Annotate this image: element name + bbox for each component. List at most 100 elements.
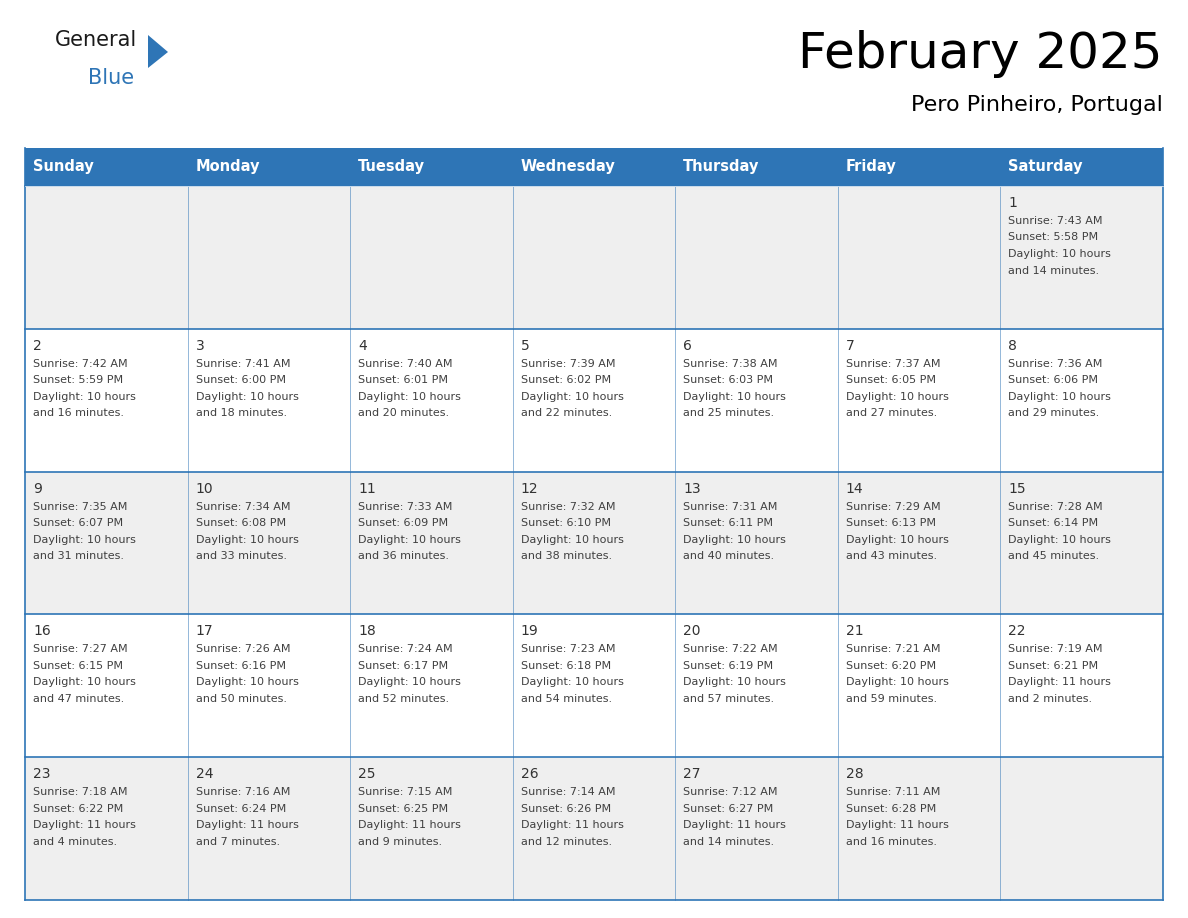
- Text: Daylight: 10 hours: Daylight: 10 hours: [1009, 534, 1111, 544]
- Text: and 36 minutes.: and 36 minutes.: [358, 551, 449, 561]
- Text: 27: 27: [683, 767, 701, 781]
- Text: Sunrise: 7:42 AM: Sunrise: 7:42 AM: [33, 359, 127, 369]
- Text: Sunrise: 7:38 AM: Sunrise: 7:38 AM: [683, 359, 778, 369]
- Text: Sunrise: 7:40 AM: Sunrise: 7:40 AM: [358, 359, 453, 369]
- Text: February 2025: February 2025: [798, 30, 1163, 78]
- Text: 13: 13: [683, 482, 701, 496]
- Text: Sunrise: 7:14 AM: Sunrise: 7:14 AM: [520, 788, 615, 797]
- Text: 11: 11: [358, 482, 375, 496]
- Text: Sunset: 6:25 PM: Sunset: 6:25 PM: [358, 803, 448, 813]
- Text: Sunset: 6:19 PM: Sunset: 6:19 PM: [683, 661, 773, 671]
- Text: 6: 6: [683, 339, 693, 353]
- Text: Sunset: 6:11 PM: Sunset: 6:11 PM: [683, 518, 773, 528]
- Text: and 29 minutes.: and 29 minutes.: [1009, 409, 1100, 419]
- Text: 17: 17: [196, 624, 213, 638]
- Text: Daylight: 10 hours: Daylight: 10 hours: [683, 392, 786, 402]
- Text: Monday: Monday: [196, 160, 260, 174]
- Text: Sunset: 6:09 PM: Sunset: 6:09 PM: [358, 518, 448, 528]
- Text: 26: 26: [520, 767, 538, 781]
- Text: Daylight: 10 hours: Daylight: 10 hours: [846, 534, 949, 544]
- Text: Sunrise: 7:26 AM: Sunrise: 7:26 AM: [196, 644, 290, 655]
- Text: 3: 3: [196, 339, 204, 353]
- Text: Daylight: 10 hours: Daylight: 10 hours: [358, 677, 461, 688]
- Text: Sunrise: 7:16 AM: Sunrise: 7:16 AM: [196, 788, 290, 797]
- Text: Sunset: 6:27 PM: Sunset: 6:27 PM: [683, 803, 773, 813]
- Text: Sunset: 6:06 PM: Sunset: 6:06 PM: [1009, 375, 1099, 386]
- Text: Sunrise: 7:37 AM: Sunrise: 7:37 AM: [846, 359, 941, 369]
- Text: Sunset: 5:58 PM: Sunset: 5:58 PM: [1009, 232, 1099, 242]
- Text: Daylight: 10 hours: Daylight: 10 hours: [520, 392, 624, 402]
- Text: and 16 minutes.: and 16 minutes.: [846, 836, 937, 846]
- Text: Daylight: 10 hours: Daylight: 10 hours: [846, 677, 949, 688]
- Text: Daylight: 11 hours: Daylight: 11 hours: [33, 820, 135, 830]
- Text: Sunset: 6:15 PM: Sunset: 6:15 PM: [33, 661, 124, 671]
- Text: 5: 5: [520, 339, 530, 353]
- Text: Sunrise: 7:29 AM: Sunrise: 7:29 AM: [846, 501, 941, 511]
- Text: and 16 minutes.: and 16 minutes.: [33, 409, 124, 419]
- Text: Daylight: 10 hours: Daylight: 10 hours: [520, 534, 624, 544]
- Text: Sunrise: 7:34 AM: Sunrise: 7:34 AM: [196, 501, 290, 511]
- Text: 8: 8: [1009, 339, 1017, 353]
- Text: 25: 25: [358, 767, 375, 781]
- Text: Saturday: Saturday: [1009, 160, 1083, 174]
- Text: 20: 20: [683, 624, 701, 638]
- Text: and 45 minutes.: and 45 minutes.: [1009, 551, 1100, 561]
- Text: General: General: [55, 30, 138, 50]
- Text: Sunset: 5:59 PM: Sunset: 5:59 PM: [33, 375, 124, 386]
- Text: Sunset: 6:17 PM: Sunset: 6:17 PM: [358, 661, 448, 671]
- Text: Daylight: 10 hours: Daylight: 10 hours: [196, 677, 298, 688]
- Text: and 50 minutes.: and 50 minutes.: [196, 694, 286, 704]
- Bar: [25, 472, 1163, 614]
- Text: and 54 minutes.: and 54 minutes.: [520, 694, 612, 704]
- Text: 22: 22: [1009, 624, 1026, 638]
- Text: 1: 1: [1009, 196, 1017, 210]
- Text: Daylight: 11 hours: Daylight: 11 hours: [683, 820, 786, 830]
- Text: 2: 2: [33, 339, 42, 353]
- Text: Sunset: 6:03 PM: Sunset: 6:03 PM: [683, 375, 773, 386]
- Text: Daylight: 11 hours: Daylight: 11 hours: [358, 820, 461, 830]
- Text: 7: 7: [846, 339, 854, 353]
- Text: Sunrise: 7:36 AM: Sunrise: 7:36 AM: [1009, 359, 1102, 369]
- Text: Daylight: 10 hours: Daylight: 10 hours: [1009, 249, 1111, 259]
- Text: Sunrise: 7:19 AM: Sunrise: 7:19 AM: [1009, 644, 1102, 655]
- Text: Daylight: 10 hours: Daylight: 10 hours: [358, 534, 461, 544]
- Text: Daylight: 10 hours: Daylight: 10 hours: [33, 392, 135, 402]
- Text: Sunrise: 7:28 AM: Sunrise: 7:28 AM: [1009, 501, 1102, 511]
- Text: Daylight: 10 hours: Daylight: 10 hours: [1009, 392, 1111, 402]
- Text: Sunrise: 7:31 AM: Sunrise: 7:31 AM: [683, 501, 778, 511]
- Text: Sunrise: 7:18 AM: Sunrise: 7:18 AM: [33, 788, 127, 797]
- Text: Daylight: 10 hours: Daylight: 10 hours: [33, 534, 135, 544]
- Text: 10: 10: [196, 482, 213, 496]
- Text: Sunrise: 7:24 AM: Sunrise: 7:24 AM: [358, 644, 453, 655]
- Text: Sunset: 6:14 PM: Sunset: 6:14 PM: [1009, 518, 1099, 528]
- Text: Sunset: 6:22 PM: Sunset: 6:22 PM: [33, 803, 124, 813]
- Text: Sunrise: 7:35 AM: Sunrise: 7:35 AM: [33, 501, 127, 511]
- Text: 24: 24: [196, 767, 213, 781]
- Text: Daylight: 11 hours: Daylight: 11 hours: [196, 820, 298, 830]
- Text: Sunset: 6:26 PM: Sunset: 6:26 PM: [520, 803, 611, 813]
- Text: and 57 minutes.: and 57 minutes.: [683, 694, 775, 704]
- Text: and 40 minutes.: and 40 minutes.: [683, 551, 775, 561]
- Text: Daylight: 10 hours: Daylight: 10 hours: [683, 677, 786, 688]
- Text: and 7 minutes.: and 7 minutes.: [196, 836, 279, 846]
- Polygon shape: [148, 35, 168, 68]
- Text: and 2 minutes.: and 2 minutes.: [1009, 694, 1093, 704]
- Text: Sunrise: 7:11 AM: Sunrise: 7:11 AM: [846, 788, 940, 797]
- Text: Sunset: 6:07 PM: Sunset: 6:07 PM: [33, 518, 124, 528]
- Text: and 33 minutes.: and 33 minutes.: [196, 551, 286, 561]
- Bar: [25, 329, 1163, 472]
- Text: Sunset: 6:18 PM: Sunset: 6:18 PM: [520, 661, 611, 671]
- Text: Sunset: 6:08 PM: Sunset: 6:08 PM: [196, 518, 285, 528]
- Text: Daylight: 10 hours: Daylight: 10 hours: [846, 392, 949, 402]
- Text: Thursday: Thursday: [683, 160, 759, 174]
- Text: Sunrise: 7:12 AM: Sunrise: 7:12 AM: [683, 788, 778, 797]
- Text: 12: 12: [520, 482, 538, 496]
- Text: Sunrise: 7:21 AM: Sunrise: 7:21 AM: [846, 644, 941, 655]
- Text: Sunset: 6:28 PM: Sunset: 6:28 PM: [846, 803, 936, 813]
- Text: Sunrise: 7:22 AM: Sunrise: 7:22 AM: [683, 644, 778, 655]
- Text: Sunset: 6:02 PM: Sunset: 6:02 PM: [520, 375, 611, 386]
- Text: Daylight: 10 hours: Daylight: 10 hours: [358, 392, 461, 402]
- Text: Sunset: 6:20 PM: Sunset: 6:20 PM: [846, 661, 936, 671]
- Text: Sunset: 6:24 PM: Sunset: 6:24 PM: [196, 803, 286, 813]
- Text: and 47 minutes.: and 47 minutes.: [33, 694, 125, 704]
